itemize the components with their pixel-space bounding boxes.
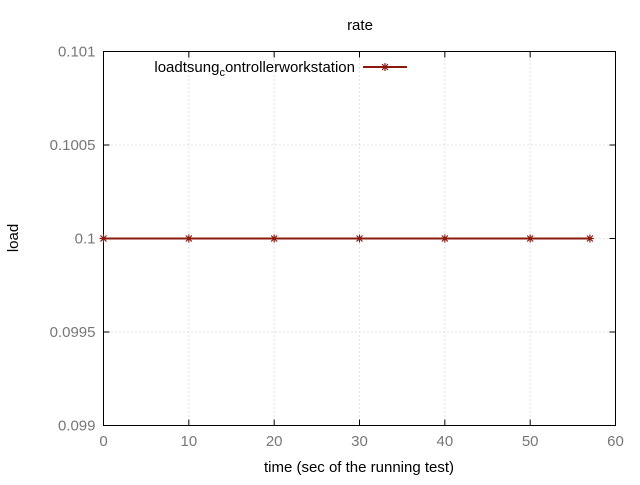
chart-title: rate: [347, 17, 373, 34]
legend-label-rest: ontrollerworkstation: [225, 59, 355, 76]
legend-marker: [381, 63, 389, 71]
legend: loadtsungcontrollerworkstation: [154, 59, 407, 79]
x-tick-label: 40: [436, 433, 453, 450]
series-layer: [99, 234, 594, 243]
x-tick-label: 20: [266, 433, 283, 450]
x-tick-label: 30: [351, 433, 368, 450]
legend-label-subscript: c: [219, 67, 225, 79]
data-point: [270, 234, 279, 243]
data-point: [440, 234, 449, 243]
x-tick-label: 0: [99, 433, 107, 450]
data-point: [99, 234, 108, 243]
legend-label: loadtsungcontrollerworkstation: [154, 59, 355, 79]
x-tick-label: 50: [522, 433, 539, 450]
y-tick-label: 0.1: [75, 231, 96, 248]
data-point: [585, 234, 594, 243]
legend-label-main: loadtsung: [154, 59, 219, 76]
data-point: [184, 234, 193, 243]
y-tick-label: 0.099: [58, 418, 96, 435]
tick-layer: 0 10 20 30 40 50 60 0.099 0.0995 0.1 0.1005 0.101: [50, 44, 624, 451]
x-axis-title: time (sec of the running test): [264, 459, 454, 476]
data-point: [526, 234, 535, 243]
data-point: [355, 234, 364, 243]
y-tick-label: 0.101: [58, 44, 96, 61]
y-tick-label: 0.0995: [50, 324, 96, 341]
x-tick-label: 60: [607, 433, 624, 450]
y-axis-title: load: [5, 224, 22, 252]
y-tick-label: 0.1005: [50, 137, 96, 154]
x-tick-label: 10: [180, 433, 197, 450]
